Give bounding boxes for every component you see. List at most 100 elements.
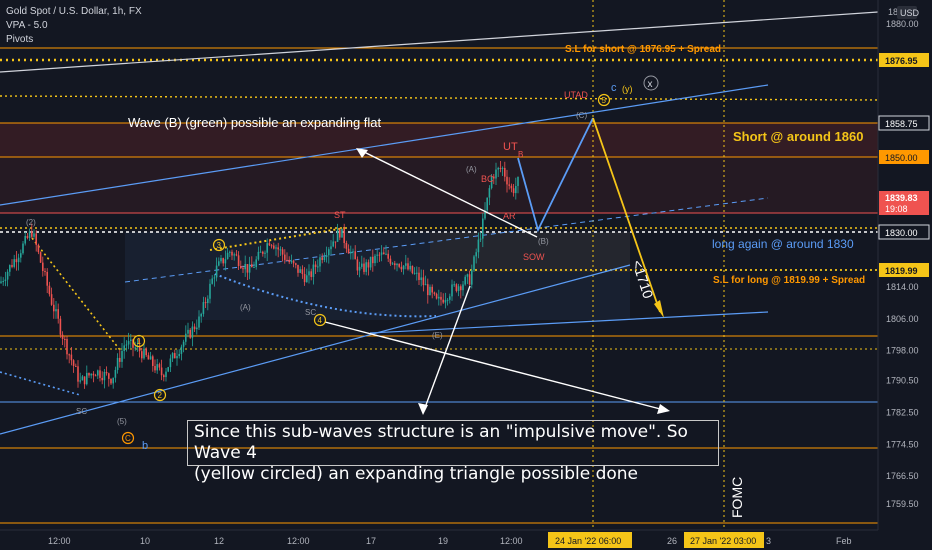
time-tick-0: 12:00 [48,536,71,546]
label-a-paren: (A) [466,165,477,174]
label-2-paren: (2) [26,218,36,227]
note-line-2: (yellow circled) an expanding triangle p… [194,464,639,484]
channel-bottom [369,311,769,334]
price-tick: 1798.00 [886,346,919,356]
arrow-note-up [422,285,471,414]
candle-body [9,265,11,272]
candle-body [235,254,238,256]
candle-body [99,370,101,378]
arrow-wave-b [357,148,538,238]
candle-body [391,263,394,265]
candle-body [303,274,306,283]
candle-body [385,253,387,255]
label-y-top: (y) [622,84,633,94]
candle-body [97,370,99,376]
candle-body [286,259,288,261]
circle-1 [132,334,146,348]
candle-body [251,264,253,268]
candle-body [262,251,264,254]
candle-body [334,241,337,243]
candle-body [242,268,244,270]
note-line-1: Since this sub-waves structure is an "im… [194,422,688,463]
badge-1830-text: 1830.00 [885,228,918,238]
candle-body [365,262,367,272]
candle-body [143,348,145,359]
time-highlight-2-text: 27 Jan '22 03:00 [690,536,756,546]
candle-body [259,251,262,253]
candle-body [328,249,330,256]
candle-body [490,176,493,189]
candle-body [486,197,488,211]
time-tick-3: 12:00 [287,536,310,546]
candle-body [31,231,33,237]
candle-body [292,260,295,264]
candle-body [88,372,90,376]
badge-stop-short [879,53,929,67]
indicator-pivots[interactable]: Pivots [6,34,34,45]
candle-body [314,264,317,268]
candle-body [380,252,383,255]
symbol-title[interactable]: Gold Spot / U.S. Dollar, 1h, FX [6,6,142,17]
candle-body [138,346,141,352]
candle-body [72,360,75,366]
candle-body [83,376,86,385]
channel-upper [0,84,769,206]
candle-body [169,358,172,368]
candle-body [310,271,312,277]
candle-body [297,264,299,273]
candle-body [0,281,2,283]
candle-body [114,369,117,378]
candle-body [482,218,484,239]
candle-body [363,263,365,272]
label-b-paren: (B) [538,237,549,246]
candle-body [132,339,134,348]
candle-body [506,176,508,185]
indicator-vpa[interactable]: VPA - 5.0 [6,20,48,31]
projection-arrowhead [654,300,664,318]
time-highlight-1-text: 24 Jan '22 06:00 [555,536,621,546]
circle-3 [212,238,226,252]
candle-body [220,258,222,262]
candle-body [301,269,304,275]
candle-body [497,167,499,170]
candle-body [358,266,361,271]
candle-body [233,254,235,256]
candle-body [237,255,240,266]
candle-body [176,356,178,359]
label-4: 4 [318,316,323,325]
channel-top-white [0,11,879,73]
label-sc-low: SC [76,407,87,416]
candle-body [130,339,132,341]
note-box: Since this sub-waves structure is an "im… [187,420,719,484]
candle-body [429,286,431,296]
candle-body [330,246,332,250]
candle-body [332,241,334,247]
label-ar: AR [503,211,516,221]
candle-body [207,298,209,304]
wave-left-yellow [31,237,121,351]
candle-body [189,329,191,338]
candle-body [336,229,339,242]
time-tick-8: Feb [836,536,852,546]
candle-body [149,356,152,360]
candle-body [6,271,9,280]
candle-body [341,228,343,238]
candle-body [213,277,216,279]
candle-body [319,257,321,267]
candle-body [255,259,257,268]
label-utad: UTAD [564,90,588,100]
candle-body [33,233,35,237]
candle-body [46,271,48,286]
candle-body [165,371,167,378]
candle-body [273,245,275,249]
candle-body [383,252,385,255]
candle-body [64,338,66,340]
candle-body [466,274,469,277]
time-tick-7: 26 [667,536,677,546]
time-tick-partial: 3 [766,536,771,546]
candle-body [202,302,205,314]
currency-badge[interactable] [897,6,917,19]
candle-body [270,245,273,247]
price-tick: 1774.50 [886,439,919,449]
